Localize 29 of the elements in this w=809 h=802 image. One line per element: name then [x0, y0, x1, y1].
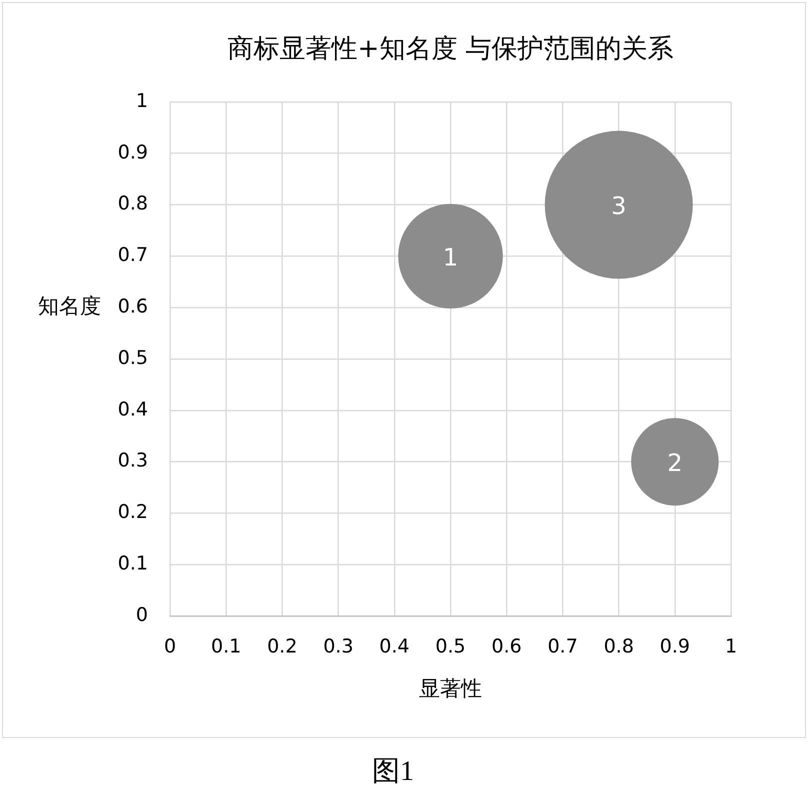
annotation: 2 — [667, 449, 683, 478]
y-axis-title: 知名度 — [38, 294, 101, 318]
y-tick-label: 0.3 — [118, 450, 148, 472]
y-tick-label: 0.9 — [118, 141, 148, 164]
x-tick-label: 0.4 — [379, 635, 410, 658]
x-axis-title: 显著性 — [419, 676, 482, 700]
x-tick-label: 0.1 — [210, 635, 242, 658]
y-tick-label: 0.7 — [118, 244, 148, 266]
x-tick-label: 0.3 — [323, 635, 354, 658]
annotation: 1 — [442, 243, 458, 272]
y-tick-label: 0.8 — [118, 192, 148, 215]
y-tick-label: 0.4 — [118, 398, 148, 420]
x-tick-label: 0.6 — [491, 635, 522, 658]
chart-title: 商标显著性+知名度 与保护范围的关系 — [227, 34, 674, 64]
y-tick-label: 0.2 — [118, 501, 148, 524]
x-tick-label: 0.8 — [604, 635, 634, 658]
caption: 图1 — [371, 755, 415, 789]
y-tick-label: 0.1 — [118, 552, 148, 575]
y-tick-label: 0 — [136, 604, 148, 626]
x-tick-label: 0.9 — [660, 635, 690, 658]
x-tick-label: 0.2 — [267, 635, 298, 658]
x-tick-label: 1 — [724, 635, 738, 658]
y-tick-label: 0.6 — [118, 296, 148, 318]
y-tick-label: 0.5 — [118, 346, 148, 369]
annotation: 3 — [611, 192, 626, 220]
x-tick-label: 0.5 — [435, 635, 466, 658]
y-tick-label: 1 — [136, 90, 148, 112]
x-tick-label: 0.7 — [548, 635, 578, 658]
x-tick-label: 0 — [164, 635, 176, 658]
